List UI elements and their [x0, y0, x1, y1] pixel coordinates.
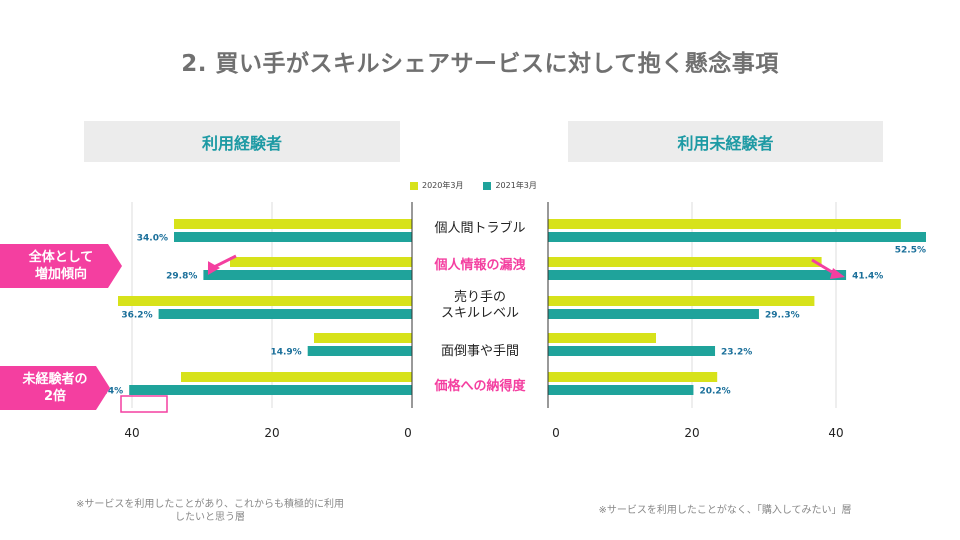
arrow-right-shaft [811, 258, 833, 274]
left-bar [174, 232, 412, 242]
category-label: 面倒事や手間 [441, 344, 519, 359]
badge-overall-line1: 全体として [28, 250, 94, 265]
left-data-label: 14.9% [270, 348, 301, 358]
legend: 2020年3月 2021年3月 [410, 180, 537, 191]
right-bar [548, 232, 926, 242]
right-panel-header: 利用未経験者 [568, 121, 883, 162]
category-label: スキルレベル [441, 306, 519, 321]
right-bar [548, 257, 822, 267]
right-tick-label: 40 [828, 426, 843, 440]
arrow-left-shaft [213, 254, 237, 269]
left-bar [158, 309, 412, 319]
right-bar [548, 219, 901, 229]
right-bar [548, 372, 718, 382]
left-bar [203, 270, 412, 280]
right-bar [548, 333, 656, 343]
note-left-line1: ※サービスを利用したことがあり、これからも積極的に利用 [76, 499, 344, 510]
highlight-box-40-4 [120, 395, 168, 413]
left-bar [129, 385, 412, 395]
page-title: 2. 買い手がスキルシェアサービスに対して抱く懸念事項 [181, 51, 779, 77]
left-bar [314, 333, 412, 343]
left-tick-label: 40 [124, 426, 139, 440]
note-left: ※サービスを利用したことがあり、これからも積極的に利用 したいと思う層 [50, 498, 370, 524]
badge-inexperienced-double: 未経験者の 2倍 [0, 366, 110, 410]
right-bar [548, 385, 694, 395]
category-label: 価格への納得度 [433, 378, 526, 394]
note-right: ※サービスを利用したことがなく、「購入してみたい」層 [598, 505, 852, 516]
right-bar [548, 346, 716, 356]
legend-swatch-2020 [410, 181, 418, 190]
left-data-label: 29.8% [166, 272, 197, 282]
left-tick-label: 20 [264, 426, 279, 440]
badge-overall-line2: 増加傾向 [34, 267, 87, 282]
left-bar [181, 372, 412, 382]
left-bar [118, 296, 412, 306]
left-tick-label: 0 [404, 426, 412, 440]
arrow-right-head [830, 268, 845, 279]
left-bar [307, 346, 412, 356]
badge-overall-increase: 全体として 増加傾向 [0, 244, 122, 288]
right-data-label: 29..3% [765, 311, 800, 321]
right-tick-label: 0 [552, 426, 560, 440]
category-label: 個人情報の漏洩 [433, 257, 525, 273]
badge-inexperienced-line2: 2倍 [43, 389, 67, 404]
left-bar [174, 219, 412, 229]
right-bar [548, 296, 815, 306]
right-bar [548, 309, 759, 319]
right-data-label: 20.2% [699, 387, 730, 397]
badge-inexperienced-line1: 未経験者の [22, 372, 88, 387]
legend-label-2020: 2020年3月 [422, 181, 464, 190]
right-data-label: 52.5% [895, 246, 926, 256]
right-data-label: 41.4% [852, 272, 883, 282]
left-panel-header: 利用経験者 [84, 121, 400, 162]
note-left-line2: したいと思う層 [175, 512, 245, 523]
legend-label-2021: 2021年3月 [495, 181, 537, 190]
left-data-label: 36.2% [121, 311, 152, 321]
right-data-label: 23.2% [721, 348, 752, 358]
category-label: 売り手の [454, 289, 506, 305]
right-bar [548, 270, 847, 280]
left-data-label: 34.0% [137, 234, 168, 244]
category-label: 個人間トラブル [434, 220, 525, 236]
left-bar [230, 257, 412, 267]
legend-swatch-2021 [483, 181, 492, 190]
arrow-left-head [207, 261, 221, 275]
right-tick-label: 20 [684, 426, 699, 440]
